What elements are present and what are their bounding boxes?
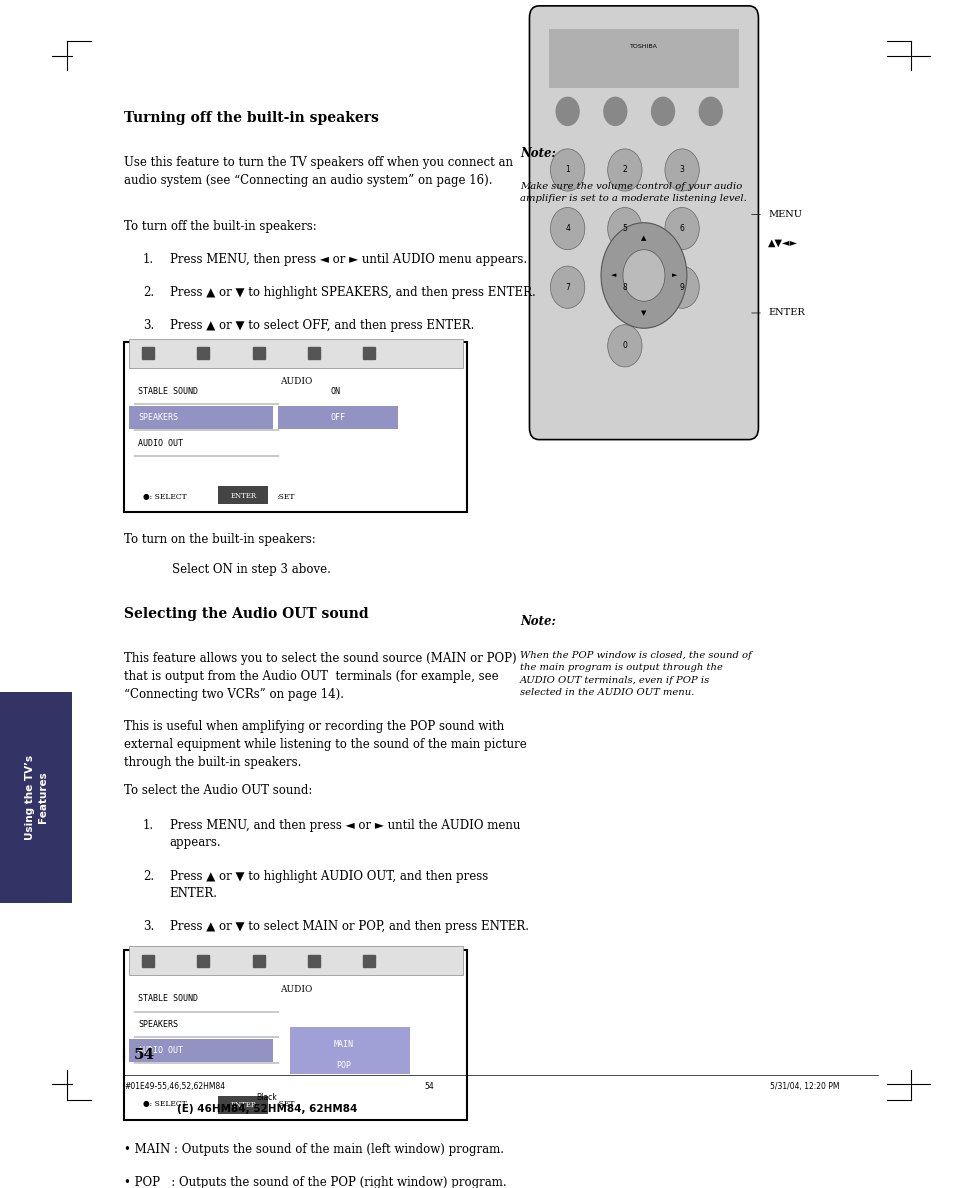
Text: Press ▲ or ▼ to select OFF, and then press ENTER.: Press ▲ or ▼ to select OFF, and then pre…: [170, 318, 474, 331]
Text: Selecting the Audio OUT sound: Selecting the Audio OUT sound: [124, 607, 368, 621]
Text: #01E49-55,46,52,62HM84: #01E49-55,46,52,62HM84: [124, 1082, 225, 1091]
Text: 0: 0: [621, 341, 627, 350]
Text: ENTER: ENTER: [767, 309, 804, 317]
Bar: [277, 405, 397, 429]
Text: ◄: ◄: [610, 272, 616, 278]
Text: MENU: MENU: [767, 210, 801, 219]
Text: STABLE SOUND: STABLE SOUND: [138, 994, 198, 1003]
Text: SPEAKERS: SPEAKERS: [138, 1020, 178, 1029]
Text: Note:: Note:: [519, 615, 556, 628]
Text: Press MENU, then press ◄ or ► until AUDIO menu appears.: Press MENU, then press ◄ or ► until AUDI…: [170, 253, 526, 266]
Text: • MAIN : Outputs the sound of the main (left window) program.: • MAIN : Outputs the sound of the main (…: [124, 1143, 503, 1156]
Text: 3.: 3.: [143, 921, 154, 934]
Text: Note:: Note:: [519, 146, 556, 159]
Bar: [124, 949, 467, 1119]
Text: Press MENU, and then press ◄ or ► until the AUDIO menu
appears.: Press MENU, and then press ◄ or ► until …: [170, 820, 519, 849]
Text: AUDIO: AUDIO: [279, 985, 312, 993]
FancyBboxPatch shape: [218, 1097, 268, 1113]
Circle shape: [603, 97, 626, 126]
Text: ▲▼◄►: ▲▼◄►: [767, 239, 797, 248]
Text: AUDIO OUT: AUDIO OUT: [138, 438, 183, 448]
Text: MAIN: MAIN: [334, 1040, 354, 1049]
Circle shape: [607, 266, 641, 309]
Text: Press ▲ or ▼ to highlight SPEAKERS, and then press ENTER.: Press ▲ or ▼ to highlight SPEAKERS, and …: [170, 286, 535, 299]
Text: POP: POP: [336, 1061, 351, 1070]
Bar: [290, 1026, 410, 1074]
Text: 54: 54: [424, 1082, 434, 1091]
Circle shape: [550, 148, 584, 191]
Bar: [129, 339, 462, 368]
Text: SPEAKERS: SPEAKERS: [138, 412, 178, 422]
Text: ENTER: ENTER: [230, 492, 256, 500]
Text: Make sure the volume control of your audio
amplifier is set to a moderate listen: Make sure the volume control of your aud…: [519, 182, 746, 203]
Circle shape: [607, 324, 641, 367]
Text: 2.: 2.: [143, 286, 154, 299]
Text: This feature allows you to select the sound source (MAIN or POP)
that is output : This feature allows you to select the so…: [124, 652, 517, 701]
Bar: [129, 1038, 273, 1062]
Text: Use this feature to turn the TV speakers off when you connect an
audio system (s: Use this feature to turn the TV speakers…: [124, 156, 513, 187]
Bar: [548, 30, 739, 88]
Text: 6: 6: [679, 225, 684, 233]
Text: This is useful when amplifying or recording the POP sound with
external equipmen: This is useful when amplifying or record…: [124, 720, 526, 769]
Text: 7: 7: [564, 283, 570, 292]
Text: To select the Audio OUT sound:: To select the Audio OUT sound:: [124, 784, 312, 797]
Circle shape: [699, 97, 721, 126]
Circle shape: [550, 266, 584, 309]
Circle shape: [550, 208, 584, 249]
Circle shape: [664, 208, 699, 249]
Text: Press ▲ or ▼ to select MAIN or POP, and then press ENTER.: Press ▲ or ▼ to select MAIN or POP, and …: [170, 921, 528, 934]
Text: AUDIO OUT: AUDIO OUT: [138, 1045, 183, 1055]
Text: (E) 46HM84, 52HM84, 62HM84: (E) 46HM84, 52HM84, 62HM84: [176, 1105, 357, 1114]
Text: ▲: ▲: [640, 235, 646, 241]
Text: Select ON in step 3 above.: Select ON in step 3 above.: [172, 563, 331, 576]
Text: • POP   : Outputs the sound of the POP (right window) program.: • POP : Outputs the sound of the POP (ri…: [124, 1176, 506, 1188]
Circle shape: [622, 249, 664, 302]
Text: 9: 9: [679, 283, 684, 292]
Text: ENTER: ENTER: [230, 1101, 256, 1110]
Circle shape: [600, 222, 686, 328]
Text: 4: 4: [564, 225, 570, 233]
Bar: [0, 691, 71, 903]
Text: 3: 3: [679, 165, 684, 175]
Text: Turning off the built-in speakers: Turning off the built-in speakers: [124, 112, 378, 126]
Text: When the POP window is closed, the sound of
the main program is output through t: When the POP window is closed, the sound…: [519, 651, 751, 697]
Text: STABLE SOUND: STABLE SOUND: [138, 387, 198, 396]
Bar: [129, 946, 462, 975]
Text: 1.: 1.: [143, 820, 154, 833]
Text: 2.: 2.: [143, 870, 154, 883]
Circle shape: [607, 208, 641, 249]
Text: AUDIO: AUDIO: [279, 378, 312, 386]
Text: Using the TV’s
Features: Using the TV’s Features: [25, 754, 48, 840]
FancyBboxPatch shape: [529, 6, 758, 440]
Text: TOSHIBA: TOSHIBA: [629, 44, 658, 50]
Text: ▼: ▼: [640, 310, 646, 316]
Text: 3.: 3.: [143, 318, 154, 331]
Circle shape: [651, 97, 674, 126]
Text: 2: 2: [622, 165, 626, 175]
Text: ►: ►: [671, 272, 677, 278]
Circle shape: [664, 148, 699, 191]
Bar: [129, 405, 273, 429]
Text: ●: SELECT: ●: SELECT: [143, 1100, 187, 1108]
Text: ●: SELECT: ●: SELECT: [143, 493, 187, 501]
Text: 5: 5: [621, 225, 627, 233]
Text: 5/31/04, 12:20 PM: 5/31/04, 12:20 PM: [769, 1082, 839, 1091]
Text: 54: 54: [133, 1048, 154, 1062]
Circle shape: [664, 266, 699, 309]
Text: 1: 1: [565, 165, 569, 175]
Text: :SET: :SET: [276, 1100, 294, 1108]
Text: ON: ON: [330, 387, 339, 396]
Text: :SET: :SET: [276, 493, 294, 501]
Circle shape: [607, 148, 641, 191]
FancyBboxPatch shape: [218, 487, 268, 504]
Text: 8: 8: [622, 283, 626, 292]
Text: OFF: OFF: [330, 412, 345, 422]
Text: Press ▲ or ▼ to highlight AUDIO OUT, and then press
ENTER.: Press ▲ or ▼ to highlight AUDIO OUT, and…: [170, 870, 488, 899]
Circle shape: [556, 97, 578, 126]
Bar: [124, 342, 467, 512]
Text: Black: Black: [256, 1093, 277, 1101]
Text: To turn on the built-in speakers:: To turn on the built-in speakers:: [124, 533, 315, 546]
Text: To turn off the built-in speakers:: To turn off the built-in speakers:: [124, 221, 316, 233]
Text: 1.: 1.: [143, 253, 154, 266]
